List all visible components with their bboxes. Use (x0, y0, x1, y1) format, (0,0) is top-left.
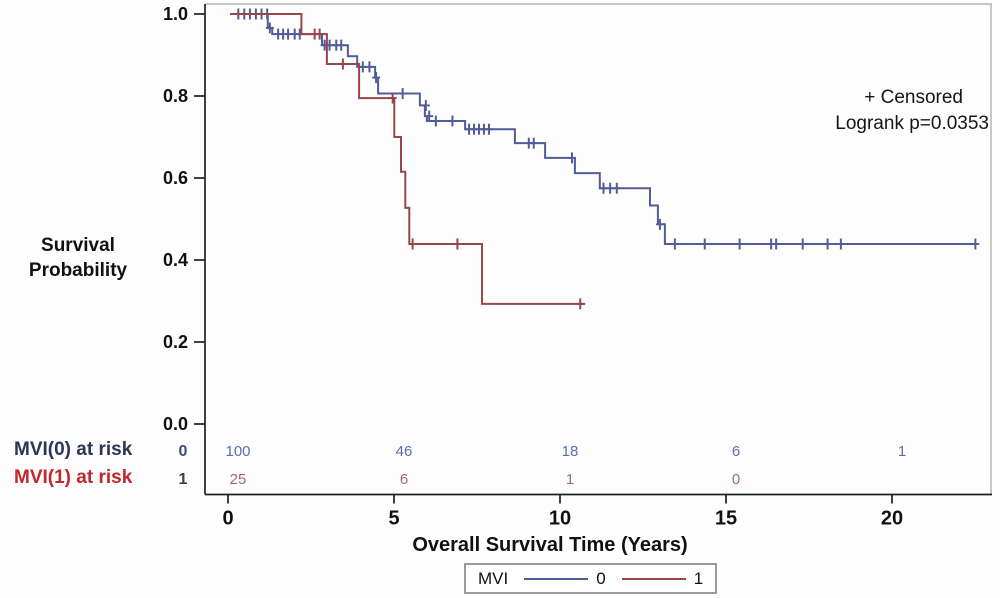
legend-item-1: 1 (621, 568, 704, 589)
svg-text:5: 5 (388, 508, 399, 530)
at-risk-count: 6 (400, 471, 408, 488)
at-risk-count: 46 (396, 443, 413, 460)
legend-item-label: 0 (596, 568, 606, 588)
at-risk-count: 6 (732, 443, 740, 460)
svg-text:20: 20 (881, 508, 903, 530)
svg-text:0.2: 0.2 (163, 332, 188, 352)
censored-note: + Censored (864, 87, 963, 108)
at-risk-count: 1 (898, 443, 906, 460)
y-axis-title-line2: Probability (28, 260, 128, 281)
svg-text:0: 0 (222, 508, 233, 530)
plot-frame (204, 3, 992, 496)
at-risk-count: 1 (566, 471, 574, 488)
at-risk-count: 100 (225, 443, 250, 460)
series-mvi1 (230, 13, 586, 310)
svg-text:1.0: 1.0 (163, 4, 188, 24)
legend-line-icon (524, 577, 589, 580)
legend-item-label: 1 (693, 568, 704, 588)
at-risk-table: 0 100 46 18 6 1 1 25 6 1 0 (179, 443, 907, 488)
y-axis-title-line1: Survival (41, 235, 115, 256)
at-risk-marker-1: 1 (179, 471, 188, 488)
y-axis-title: Survival Probability (10, 233, 146, 283)
legend-title: MVI (478, 568, 509, 588)
x-axis-title: Overall Survival Time (Years) (412, 534, 688, 556)
at-risk-count: 0 (732, 471, 740, 488)
legend-line-icon (621, 577, 686, 580)
svg-text:10: 10 (549, 508, 571, 530)
logrank-note: Logrank p=0.0353 (835, 113, 989, 134)
svg-text:0.8: 0.8 (163, 86, 188, 106)
at-risk-marker-0: 0 (179, 443, 188, 460)
series-mvi0 (230, 8, 980, 250)
at-risk-count: 25 (230, 471, 247, 488)
y-axis-ticks: 1.0 0.8 0.6 0.4 0.2 0.0 (163, 4, 205, 434)
svg-text:0.0: 0.0 (163, 414, 188, 434)
legend-item-0: 0 (524, 568, 606, 589)
x-axis-ticks: 0 5 10 15 20 (222, 494, 903, 530)
svg-text:15: 15 (715, 508, 737, 530)
svg-text:0.6: 0.6 (163, 168, 188, 188)
at-risk-label-mvi0: MVI(0) at risk (14, 439, 133, 460)
at-risk-label-mvi1: MVI(1) at risk (14, 467, 133, 488)
at-risk-count: 18 (562, 443, 579, 460)
svg-text:0.4: 0.4 (163, 250, 188, 270)
